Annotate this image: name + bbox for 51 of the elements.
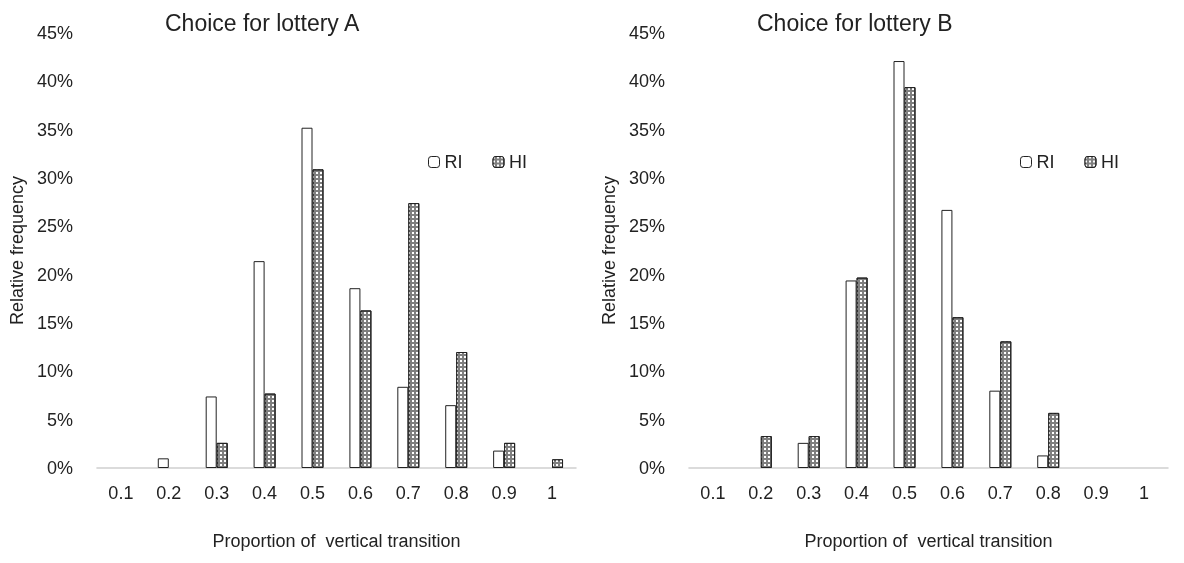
x-tick-label: 0.8	[443, 483, 469, 503]
y-tick-label: 40%	[36, 71, 73, 92]
chart-title: Choice for lottery B	[757, 9, 953, 36]
chart-title: Choice for lottery A	[165, 9, 360, 36]
y-tick-label: 5%	[46, 409, 73, 430]
x-tick-label: 0.4	[844, 483, 870, 503]
y-axis-title: Relative frequency	[599, 175, 619, 326]
x-tick-label: 0.7	[395, 483, 421, 503]
x-tick-label: 0.1	[108, 483, 134, 503]
x-tick-label: 0.9	[1083, 483, 1109, 503]
y-tick-label: 15%	[36, 313, 73, 333]
y-tick-label: 20%	[628, 264, 665, 285]
y-tick-label: 0%	[638, 458, 665, 478]
y-tick-label: 10%	[628, 361, 665, 382]
x-tick-label: 0.7	[987, 483, 1013, 503]
x-tick-label: 0.6	[939, 483, 965, 503]
y-tick-label: 20%	[36, 264, 73, 285]
y-tick-label: 35%	[628, 119, 665, 140]
x-tick-label: 0.5	[891, 483, 918, 503]
x-tick-label: 0.2	[156, 483, 182, 503]
y-tick-label: 0%	[46, 458, 73, 478]
x-axis-title: Proportion of vertical transition	[804, 531, 1053, 551]
y-tick-label: 30%	[36, 168, 73, 188]
y-tick-label: 10%	[36, 361, 73, 382]
x-tick-label: 1	[1139, 483, 1150, 503]
y-tick-label: 25%	[628, 216, 665, 237]
legend-label: RI	[444, 152, 463, 172]
y-tick-label: 45%	[36, 23, 73, 43]
y-axis-title: Relative frequency	[7, 175, 27, 326]
y-tick-label: 5%	[638, 409, 665, 430]
x-tick-label: 0.8	[1035, 483, 1061, 503]
legend-label: HI	[1101, 152, 1119, 172]
x-tick-label: 0.1	[700, 483, 726, 503]
legend-label: RI	[1036, 152, 1055, 172]
x-tick-label: 1	[547, 483, 558, 503]
x-tick-label: 0.3	[796, 483, 822, 503]
y-tick-label: 45%	[628, 23, 665, 43]
y-tick-label: 35%	[36, 119, 73, 140]
x-tick-label: 0.6	[347, 483, 373, 503]
x-tick-label: 0.4	[252, 483, 278, 503]
x-tick-label: 0.3	[204, 483, 230, 503]
x-tick-label: 0.5	[299, 483, 326, 503]
legend-label: HI	[509, 152, 527, 172]
y-tick-label: 40%	[628, 71, 665, 92]
y-tick-label: 15%	[628, 313, 665, 333]
x-tick-label: 0.2	[748, 483, 774, 503]
x-axis-title: Proportion of vertical transition	[212, 531, 461, 551]
bar	[157, 458, 169, 468]
y-tick-label: 25%	[36, 216, 73, 237]
y-tick-label: 30%	[628, 168, 665, 188]
x-tick-label: 0.9	[491, 483, 517, 503]
